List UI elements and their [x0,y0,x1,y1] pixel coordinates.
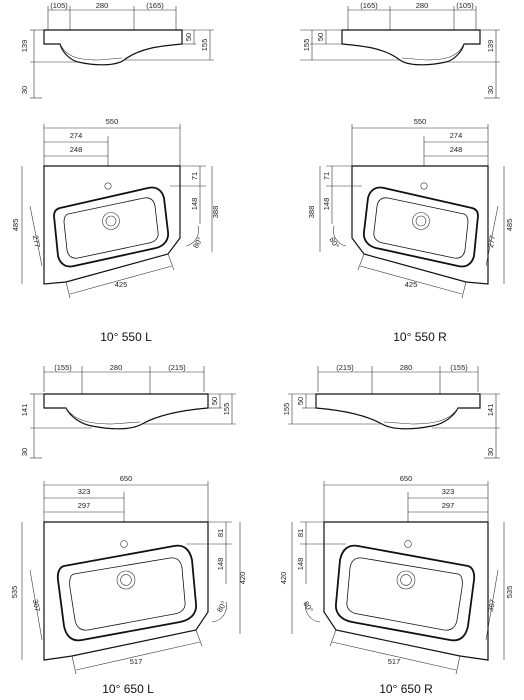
plan-depth: 485 [11,219,20,232]
plan-dim-71: 81 [216,529,225,537]
plan-view: 550 274 248 485 71 148 388 277 [307,117,514,299]
plan-dim-71: 71 [322,172,331,180]
plan-dim-148: 148 [190,198,199,211]
side-dim-middle: 280 [96,1,109,10]
plan-dim-388: 420 [238,572,247,585]
side-dim-rim: 50 [210,397,219,405]
plan-dim-b: 297 [78,501,91,510]
side-dim-rim: 50 [296,397,305,405]
side-dim-total: 155 [282,403,291,416]
side-dim-left: (215) [336,363,354,372]
side-dim-middle: 280 [110,363,123,372]
plan-dim-b: 248 [70,145,83,154]
side-dim-total: 155 [302,39,311,52]
plan-dim-148: 148 [296,558,305,571]
side-dim-right: (215) [168,363,186,372]
plan-width: 550 [414,117,427,126]
plan-dim-bottom: 425 [115,280,128,289]
plan-depth: 535 [505,586,514,599]
side-dim-height: 141 [486,404,495,417]
diagram-650-right: (215) 280 (155) 155 50 141 30 650 323 [279,363,514,696]
side-view: (165) 280 (105) 155 50 139 30 [300,1,500,99]
side-dim-left: (155) [54,363,72,372]
diagram-650-left: (155) 280 (215) 141 30 50 155 650 323 [10,363,247,696]
diagram-550-right: (165) 280 (105) 155 50 139 30 550 274 [300,1,514,344]
plan-dim-277: 277 [31,234,42,248]
caption-550-right: 10° 550 R [393,330,447,344]
plan-dim-a: 274 [70,131,83,140]
side-dim-left: (105) [50,1,68,10]
plan-dim-277: 307 [486,598,497,612]
plan-width: 550 [106,117,119,126]
plan-dim-bottom: 425 [405,280,418,289]
plan-dim-b: 297 [442,501,455,510]
plan-view: 550 274 248 485 71 148 388 277 [11,117,220,299]
plan-dim-148: 148 [322,198,331,211]
side-dim-total: 155 [222,403,231,416]
plan-dim-388: 420 [279,572,288,585]
diagram-550-left: (105) 280 (165) 139 30 50 155 550 [11,1,220,344]
plan-width: 650 [120,474,133,483]
plan-dim-277: 307 [31,598,42,612]
caption-650-left: 10° 650 L [102,682,154,696]
plan-dim-a: 323 [442,487,455,496]
plan-dim-71: 71 [190,172,199,180]
plan-dim-277: 277 [486,234,497,248]
plan-dim-bottom: 517 [130,657,143,666]
plan-dim-388: 388 [211,206,220,219]
side-dim-height: 139 [486,40,495,53]
side-dim-bottom: 30 [486,448,495,456]
side-dim-middle: 280 [416,1,429,10]
plan-angle: 80° [301,600,314,614]
plan-angle: 80° [215,600,228,614]
plan-dim-71: 81 [296,529,305,537]
side-dim-right: (105) [456,1,474,10]
plan-angle: 80° [191,236,204,250]
plan-view: 650 323 297 535 81 148 420 307 [279,474,514,675]
plan-dim-148: 148 [216,558,225,571]
side-view: (155) 280 (215) 141 30 50 155 [20,363,236,459]
side-dim-middle: 280 [400,363,413,372]
plan-view: 650 323 297 535 81 148 420 307 [10,474,247,675]
side-dim-height: 139 [20,40,29,53]
side-view: (105) 280 (165) 139 30 50 155 [20,1,214,99]
side-dim-bottom: 30 [20,448,29,456]
plan-dim-a: 274 [450,131,463,140]
plan-dim-b: 248 [450,145,463,154]
side-dim-right: (155) [450,363,468,372]
side-dim-rim: 50 [184,33,193,41]
plan-depth: 485 [505,219,514,232]
plan-dim-bottom: 517 [388,657,401,666]
plan-width: 650 [400,474,413,483]
caption-650-right: 10° 650 R [379,682,433,696]
side-dim-bottom: 30 [20,86,29,94]
side-dim-right: (165) [146,1,164,10]
plan-dim-a: 323 [78,487,91,496]
side-dim-height: 141 [20,404,29,417]
side-view: (215) 280 (155) 155 50 141 30 [282,363,500,459]
side-dim-left: (165) [360,1,378,10]
plan-dim-388: 388 [307,206,316,219]
side-dim-total: 155 [200,39,209,52]
side-dim-rim: 50 [316,33,325,41]
plan-angle: 80° [327,236,340,250]
plan-depth: 535 [10,586,19,599]
side-dim-bottom: 30 [486,86,495,94]
caption-550-left: 10° 550 L [100,330,152,344]
